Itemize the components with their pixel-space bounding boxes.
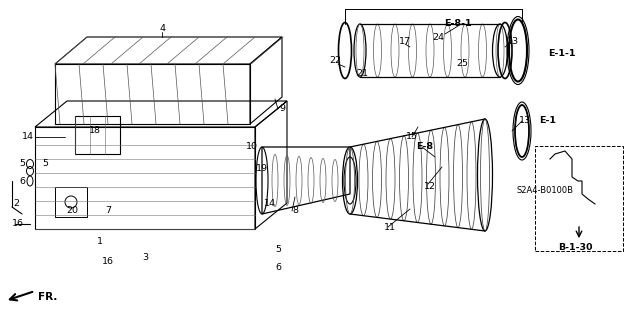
Text: E-1-1: E-1-1 [548, 49, 576, 58]
Text: 5: 5 [42, 160, 48, 168]
Text: 22: 22 [329, 56, 341, 65]
Text: FR.: FR. [38, 292, 58, 302]
Text: 7: 7 [105, 206, 111, 216]
Text: 3: 3 [142, 253, 148, 262]
Text: 12: 12 [424, 182, 436, 191]
Text: 6: 6 [275, 263, 281, 271]
Bar [535, 146, 623, 251]
Text: E-8: E-8 [417, 143, 433, 152]
Text: 14: 14 [22, 132, 34, 142]
Text: 4: 4 [159, 25, 165, 33]
Text: 8: 8 [292, 206, 298, 216]
Bar [55, 187, 87, 217]
Text: 6: 6 [19, 176, 25, 186]
Text: 23: 23 [506, 36, 518, 46]
Text: 25: 25 [456, 60, 468, 69]
Text: 18: 18 [89, 127, 101, 136]
Text: E-8-1: E-8-1 [444, 19, 472, 28]
Text: 13: 13 [519, 116, 531, 125]
Text: 17: 17 [399, 36, 411, 46]
Text: 9: 9 [279, 105, 285, 114]
Bar [75, 116, 120, 154]
Text: 16: 16 [102, 256, 114, 265]
Text: 1: 1 [97, 236, 103, 246]
Text: 14: 14 [264, 199, 276, 209]
Text: 20: 20 [66, 206, 78, 216]
Text: S2A4-B0100B: S2A4-B0100B [516, 187, 573, 196]
Text: E-1: E-1 [540, 116, 557, 125]
Text: 19: 19 [256, 165, 268, 174]
Text: 16: 16 [12, 219, 24, 228]
Text: 21: 21 [356, 70, 368, 78]
Text: B-1-30: B-1-30 [557, 242, 592, 251]
Text: 10: 10 [246, 143, 258, 152]
Text: 24: 24 [432, 33, 444, 41]
Text: 11: 11 [384, 222, 396, 232]
Text: 5: 5 [275, 244, 281, 254]
Text: 15: 15 [406, 132, 418, 142]
Text: 2: 2 [13, 199, 19, 209]
Text: 5: 5 [19, 160, 25, 168]
